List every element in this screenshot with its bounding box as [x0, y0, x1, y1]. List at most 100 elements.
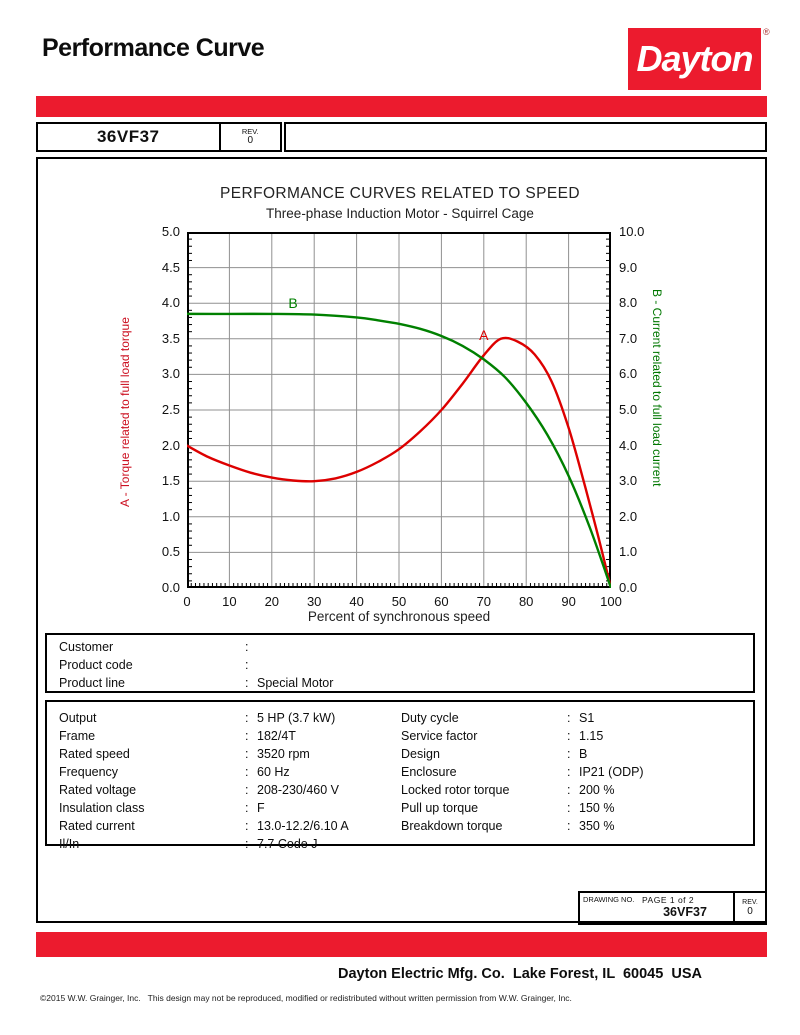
x-axis-tick: 60 — [434, 594, 449, 609]
row-label: Frame — [59, 729, 96, 743]
row-value: 182/4T — [257, 729, 296, 743]
row-colon: : — [245, 819, 249, 833]
page-title: Performance Curve — [42, 34, 265, 62]
spec-row: Pull up torque:150 % — [401, 799, 753, 817]
rev-value: 0 — [247, 134, 254, 146]
customer-row: Product line: Special Motor — [47, 674, 753, 692]
row-colon: : — [567, 729, 571, 743]
drawing-number-cell: DRAWING NO. PAGE 1 of 2 36VF37 — [580, 893, 733, 923]
spec-row: Rated voltage:208-230/460 V — [47, 781, 401, 799]
right-axis-tick: 10.0 — [619, 224, 645, 239]
row-label: Service factor — [401, 729, 478, 743]
spec-column-right: Duty cycle: S1 Service factor:1.15 Design: B… — [401, 709, 753, 853]
drawing-no-label: DRAWING NO. — [583, 895, 635, 904]
x-axis-tick: 30 — [306, 594, 322, 609]
drawing-rev-value: 0 — [747, 906, 753, 918]
row-label: Output — [59, 711, 97, 725]
left-axis-tick: 5.0 — [161, 224, 180, 239]
row-colon: : — [245, 837, 249, 851]
row-label: Rated speed — [59, 747, 130, 761]
row-colon: : — [245, 783, 249, 797]
spec-row: Rated speed:3520 rpm — [47, 745, 401, 763]
row-label: Rated current — [59, 819, 135, 833]
footer-divider-bar — [36, 932, 767, 957]
spec-box: Output:5 HP (3.7 kW) Frame:182/4T Rated sp… — [45, 700, 755, 851]
spec-row: Duty cycle: S1 — [401, 709, 753, 727]
row-label: Breakdown torque — [401, 819, 503, 833]
spec-row: Enclosure: IP21 (ODP) — [401, 763, 753, 781]
row-value: 13.0-12.2/6.10 A — [257, 819, 349, 833]
row-value: 350 % — [579, 819, 615, 833]
spec-row: Locked rotor torque:200 % — [401, 781, 753, 799]
left-axis-tick: 3.0 — [161, 366, 180, 382]
spec-row: Output:5 HP (3.7 kW) — [47, 709, 401, 727]
row-colon: : — [245, 729, 249, 743]
row-label: Product line — [59, 676, 126, 690]
row-colon: : — [245, 676, 249, 690]
drawing-number-box: DRAWING NO. PAGE 1 of 2 36VF37 REV. 0 — [578, 891, 767, 925]
right-axis-title: B - Current related to full load current — [650, 289, 664, 487]
row-colon: : — [567, 711, 571, 725]
customer-info-box: Customer: Product code: Product line: Speci… — [45, 633, 755, 693]
left-axis-tick: 4.5 — [161, 259, 180, 275]
right-axis-tick: 4.0 — [619, 437, 638, 453]
left-axis-tick: 4.0 — [161, 295, 180, 311]
chart-title: PERFORMANCE CURVES RELATED TO SPEED — [220, 185, 580, 202]
x-axis-tick: 50 — [391, 594, 407, 609]
curve-label-B: B — [288, 295, 297, 311]
spec-columns: Output:5 HP (3.7 kW) Frame:182/4T Rated sp… — [47, 709, 753, 853]
row-value: Special Motor — [257, 676, 334, 690]
revision-cell: REV. 0 — [218, 124, 281, 150]
x-axis-tick: 100 — [600, 594, 622, 609]
page-indicator: PAGE 1 of 2 — [642, 895, 695, 905]
left-axis-tick: 0.5 — [161, 544, 180, 560]
row-value: S1 — [579, 711, 595, 725]
model-strip-spacer-box — [284, 122, 767, 152]
dayton-logo: Dayton — [628, 28, 761, 90]
spec-column-left: Output:5 HP (3.7 kW) Frame:182/4T Rated sp… — [47, 709, 401, 853]
left-axis-tick: 2.0 — [161, 437, 180, 453]
curve-B — [187, 312, 611, 588]
x-axis-tick: 10 — [222, 594, 237, 609]
drawing-number: 36VF37 — [663, 905, 707, 919]
left-axis-title: A - Torque related to full load torque — [118, 317, 132, 507]
chart-subtitle: Three-phase Induction Motor - Squirrel C… — [266, 206, 534, 221]
right-axis-tick: 2.0 — [619, 508, 638, 524]
left-axis-tick: 1.5 — [161, 473, 180, 489]
row-colon: : — [245, 658, 249, 672]
model-number-box: 36VF37 REV. 0 — [36, 122, 282, 152]
spec-row: Design: B — [401, 745, 753, 763]
spec-row: Frame:182/4T — [47, 727, 401, 745]
row-colon: : — [245, 747, 249, 761]
content-border-box — [36, 157, 767, 923]
row-colon: : — [567, 765, 571, 779]
spec-row: Insulation class: F — [47, 799, 401, 817]
x-axis-tick: 40 — [349, 594, 364, 609]
row-value: 1.15 — [579, 729, 604, 743]
model-number: 36VF37 — [96, 127, 160, 146]
spec-row: Il/In:7.7 Code J — [47, 835, 401, 853]
curve-label-A: A — [479, 327, 489, 343]
copyright-notice: ©2015 W.W. Grainger, Inc. This design ma… — [40, 993, 572, 1003]
x-axis-tick: 0 — [183, 594, 191, 609]
right-axis-tick: 9.0 — [619, 259, 638, 275]
right-axis-tick: 8.0 — [619, 295, 638, 311]
header-divider-bar — [36, 96, 767, 117]
row-label: Product code — [59, 658, 133, 672]
row-value: 150 % — [579, 801, 615, 815]
row-label: Duty cycle — [401, 711, 459, 725]
row-value: 208-230/460 V — [257, 783, 340, 797]
x-axis-tick: 70 — [476, 594, 492, 609]
row-colon: : — [245, 765, 249, 779]
row-colon: : — [245, 801, 249, 815]
row-label: Pull up torque — [401, 801, 479, 815]
left-axis-tick: 0.0 — [161, 580, 180, 595]
spec-row: Rated current:13.0-12.2/6.10 A — [47, 817, 401, 835]
right-axis-tick: 5.0 — [619, 402, 638, 417]
x-axis-title: Percent of synchronous speed — [307, 609, 491, 624]
customer-row: Product code: — [47, 656, 753, 674]
row-value: 3520 rpm — [257, 747, 310, 761]
rev-label: REV. — [241, 126, 259, 136]
row-label: Frequency — [59, 765, 119, 779]
